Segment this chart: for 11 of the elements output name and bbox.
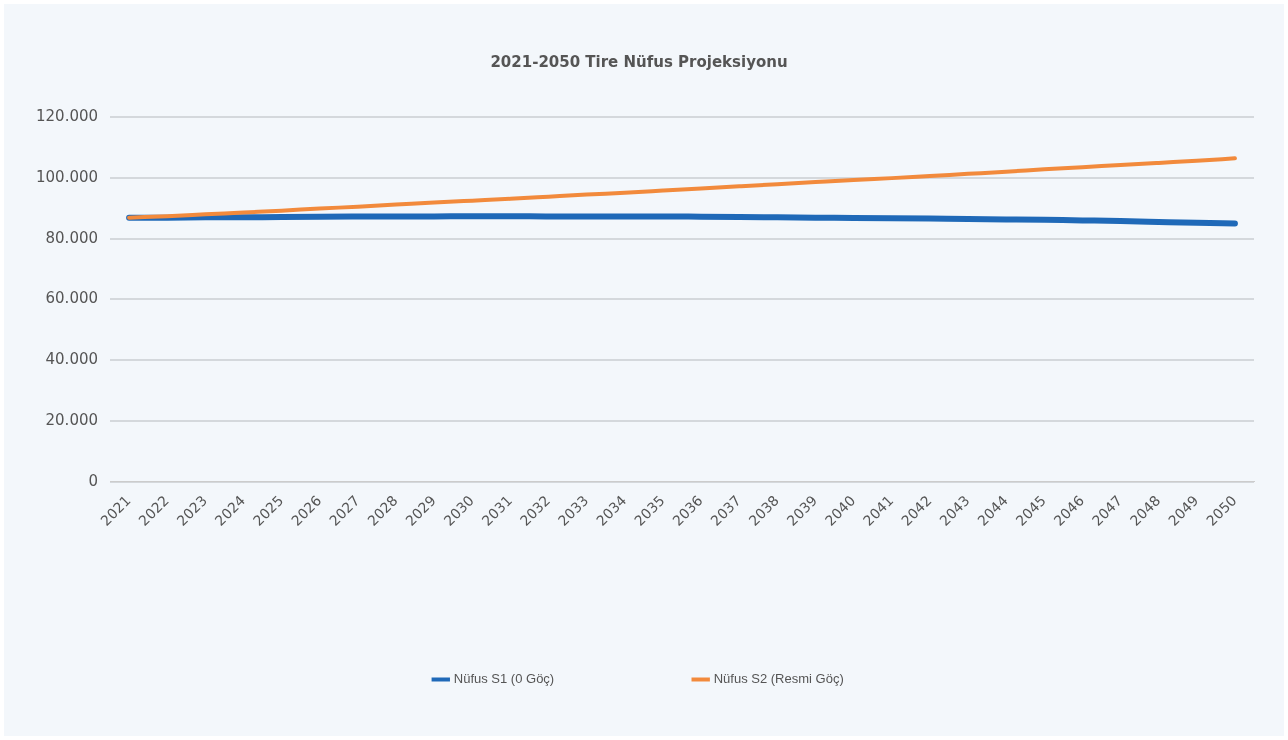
y-tick-label: 120.000	[36, 106, 99, 125]
legend-label: Nüfus S2 (Resmi Göç)	[713, 671, 844, 687]
y-tick-label: 60.000	[45, 289, 99, 308]
y-tick-label: 40.000	[45, 350, 99, 369]
legend-label: Nüfus S1 (0 Göç)	[453, 671, 555, 687]
y-tick-label: 0	[88, 471, 99, 490]
y-tick-label: 80.000	[45, 228, 99, 247]
y-tick-label: 20.000	[45, 411, 99, 429]
y-tick-label: 100.000	[36, 167, 99, 186]
line-series	[127, 156, 1237, 220]
chart-title: 2021-2050 Tire Nüfus Projeksiyonu	[490, 52, 788, 71]
